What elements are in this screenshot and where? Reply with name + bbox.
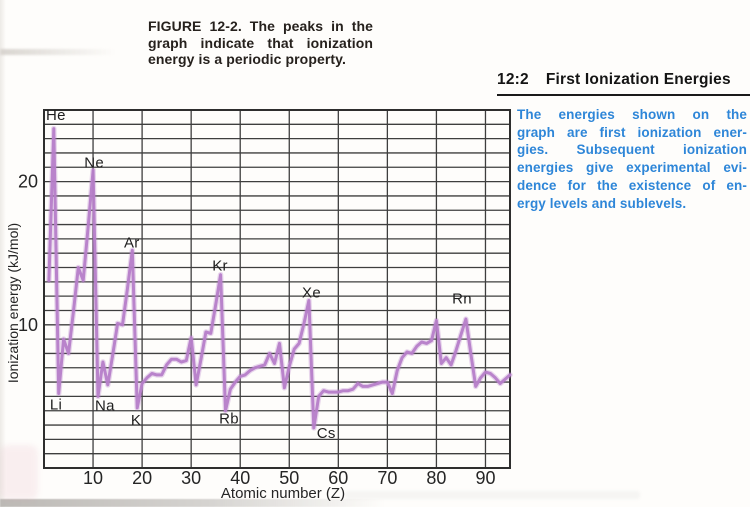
figure-caption-line: graph indicate that ionization: [148, 34, 373, 51]
x-tick-label: 20: [132, 468, 152, 488]
bleedthrough-pink-smudge: [0, 445, 38, 500]
page-bottom-shadow: [0, 499, 385, 507]
element-label-Cs: Cs: [317, 425, 336, 442]
figure-caption-line: FIGURE 12-2. The peaks in the: [148, 18, 373, 34]
margin-note-line: dence for the existence of en-: [517, 177, 747, 193]
element-label-K: K: [131, 412, 141, 429]
margin-note-line: graph are first ionization ener-: [517, 124, 747, 140]
scan-crease-artifact: [0, 49, 116, 55]
margin-note-line: The energies shown on the: [517, 107, 747, 122]
bleedthrough-ghost-text: [345, 491, 640, 499]
section-heading: 12:2 First Ionization Energies: [497, 71, 750, 96]
element-label-Li: Li: [50, 396, 62, 413]
margin-note: The energies shown on the graph are firs…: [517, 106, 747, 212]
element-label-He: He: [46, 107, 66, 124]
section-title: First Ionization Energies: [545, 71, 731, 88]
element-label-Rb: Rb: [219, 411, 239, 428]
section-number: 12:2: [497, 71, 529, 88]
x-tick-label: 50: [279, 468, 299, 488]
y-axis-label: Ionization energy (kJ/mol): [5, 223, 21, 383]
x-axis-label: Atomic number (Z): [221, 485, 345, 502]
ie-curve: [47, 127, 512, 430]
x-tick-label: 30: [181, 468, 201, 488]
element-label-Kr: Kr: [212, 257, 228, 274]
y-tick-label: 20: [18, 172, 38, 192]
margin-note-line: energies give experimental evi-: [517, 160, 747, 176]
y-tick-label: 10: [18, 315, 38, 335]
margin-note-line: ergy levels and sublevels.: [517, 195, 687, 211]
figure-caption: FIGURE 12-2. The peaks in the graph indi…: [148, 18, 373, 68]
x-tick-label: 40: [230, 468, 250, 488]
x-tick-label: 10: [83, 468, 103, 488]
element-label-Na: Na: [95, 398, 115, 415]
x-tick-label: 60: [328, 468, 348, 488]
element-label-Ne: Ne: [84, 154, 104, 171]
element-label-Xe: Xe: [302, 285, 321, 302]
x-tick-label: 80: [426, 468, 446, 488]
ie-curve-halo: [46, 125, 513, 431]
x-tick-label: 70: [377, 468, 397, 488]
figure-caption-line: energy is a periodic property.: [148, 51, 347, 67]
page-edge-shadow: [0, 0, 6, 507]
plot-border: [43, 109, 511, 469]
margin-note-line: gies. Subsequent ionization: [517, 142, 747, 158]
x-tick-label: 90: [475, 468, 495, 488]
element-label-Ar: Ar: [124, 234, 140, 251]
element-label-Rn: Rn: [452, 290, 472, 307]
